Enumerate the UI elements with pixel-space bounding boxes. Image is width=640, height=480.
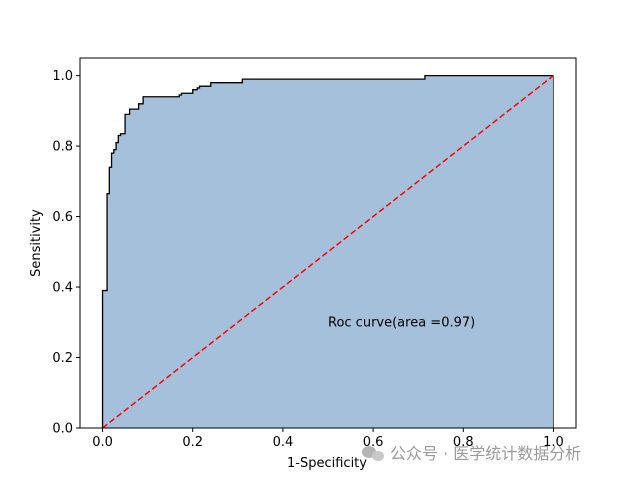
watermark-text: 公众号 · 医学统计数据分析 bbox=[390, 444, 581, 463]
plot-area bbox=[101, 74, 554, 429]
y-tick-label: 0.4 bbox=[52, 281, 73, 296]
roc-area-fill bbox=[102, 75, 554, 429]
chance-diagonal-line bbox=[102, 75, 554, 429]
y-axis-label: Sensitivity bbox=[29, 209, 44, 277]
axes: 0.0 0.2 0.4 0.6 0.8 1.00.00.20.40.60.81.0 bbox=[52, 57, 577, 450]
y-tick-label: 0.0 bbox=[52, 422, 73, 437]
x-tick-label: 0.0 bbox=[92, 435, 113, 450]
x-tick-label: 0.8 bbox=[453, 435, 474, 450]
y-tick-label: 0.8 bbox=[52, 140, 73, 155]
y-tick-label: 1.0 bbox=[52, 69, 73, 84]
x-tick-label: 1.0 bbox=[543, 435, 564, 450]
x-tick-label: 0.4 bbox=[273, 435, 294, 450]
x-tick-label: 0.2 bbox=[182, 435, 203, 450]
auc-annotation: Roc curve(area =0.97) bbox=[328, 315, 475, 330]
roc-curve-line bbox=[101, 74, 554, 428]
plot-frame bbox=[79, 57, 577, 429]
y-tick-label: 0.2 bbox=[52, 351, 73, 366]
x-axis-label: 1-Specificity bbox=[287, 456, 367, 471]
y-tick-label: 0.6 bbox=[52, 210, 73, 225]
watermark: 公众号 · 医学统计数据分析 bbox=[362, 444, 581, 463]
wechat-icon bbox=[362, 446, 384, 461]
